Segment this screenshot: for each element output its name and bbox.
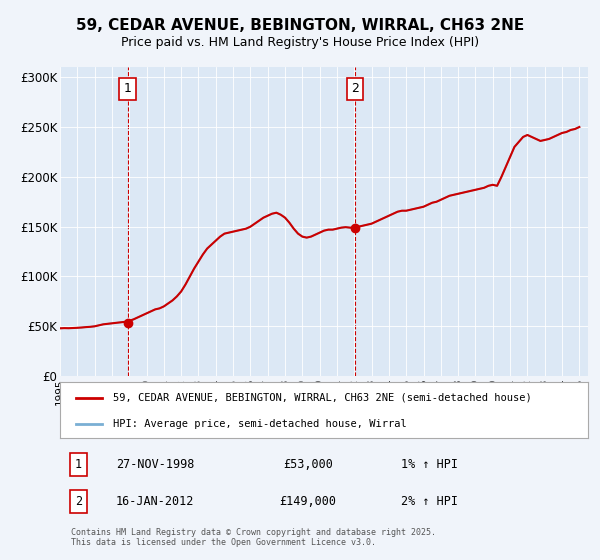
Text: £53,000: £53,000 bbox=[283, 458, 333, 471]
Text: 2: 2 bbox=[351, 82, 359, 95]
Text: 1% ↑ HPI: 1% ↑ HPI bbox=[401, 458, 458, 471]
Text: 59, CEDAR AVENUE, BEBINGTON, WIRRAL, CH63 2NE (semi-detached house): 59, CEDAR AVENUE, BEBINGTON, WIRRAL, CH6… bbox=[113, 393, 532, 403]
Text: HPI: Average price, semi-detached house, Wirral: HPI: Average price, semi-detached house,… bbox=[113, 419, 407, 429]
Text: 1: 1 bbox=[75, 458, 82, 471]
Text: 27-NOV-1998: 27-NOV-1998 bbox=[116, 458, 194, 471]
Text: 2: 2 bbox=[75, 495, 82, 508]
Text: 2% ↑ HPI: 2% ↑ HPI bbox=[401, 495, 458, 508]
Text: 1: 1 bbox=[124, 82, 131, 95]
Text: £149,000: £149,000 bbox=[280, 495, 337, 508]
Text: 16-JAN-2012: 16-JAN-2012 bbox=[116, 495, 194, 508]
Text: Contains HM Land Registry data © Crown copyright and database right 2025.
This d: Contains HM Land Registry data © Crown c… bbox=[71, 528, 436, 547]
Text: 59, CEDAR AVENUE, BEBINGTON, WIRRAL, CH63 2NE: 59, CEDAR AVENUE, BEBINGTON, WIRRAL, CH6… bbox=[76, 18, 524, 32]
Text: Price paid vs. HM Land Registry's House Price Index (HPI): Price paid vs. HM Land Registry's House … bbox=[121, 36, 479, 49]
